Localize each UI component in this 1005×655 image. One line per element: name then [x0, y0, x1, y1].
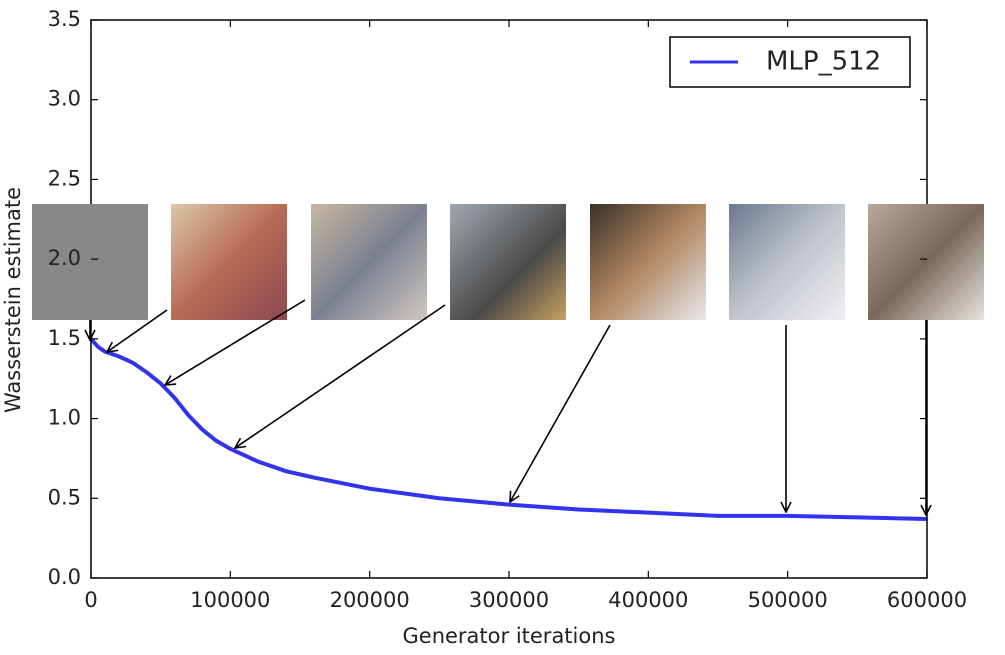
y-axis-label: Wasserstein estimate: [1, 187, 25, 413]
x-tick-label: 300000: [469, 588, 549, 612]
y-tick-label: 2.5: [48, 166, 81, 190]
x-tick-label: 100000: [190, 588, 270, 612]
y-tick-label: 0.5: [48, 485, 81, 509]
y-tick-label: 3.0: [48, 87, 81, 111]
arrows: [90, 299, 926, 515]
sample-image: [450, 204, 566, 320]
sample-image: [729, 204, 845, 320]
y-tick-label: 2.0: [48, 246, 81, 270]
sample-images: [32, 204, 984, 320]
sample-image: [311, 204, 427, 320]
y-tick-label: 1.0: [48, 406, 81, 430]
x-tick-label: 500000: [748, 588, 828, 612]
sample-image: [868, 204, 984, 320]
arrow: [235, 304, 446, 448]
arrow: [107, 309, 168, 352]
y-tick-label: 3.5: [48, 7, 81, 31]
sample-image: [32, 204, 148, 320]
x-tick-label: 200000: [330, 588, 410, 612]
line: [89, 337, 928, 522]
x-tick-label: 400000: [608, 588, 688, 612]
x-tick-label: 0: [84, 588, 97, 612]
y-tick-label: 1.5: [48, 326, 81, 350]
x-tick-label: 600000: [887, 588, 967, 612]
arrow: [510, 324, 611, 502]
legend-label: MLP_512: [766, 47, 881, 77]
arrow: [165, 299, 306, 385]
sample-image: [171, 204, 287, 320]
sample-image: [590, 204, 706, 320]
y-tick-label: 0.0: [48, 565, 81, 589]
x-axis-label: Generator iterations: [403, 624, 616, 648]
